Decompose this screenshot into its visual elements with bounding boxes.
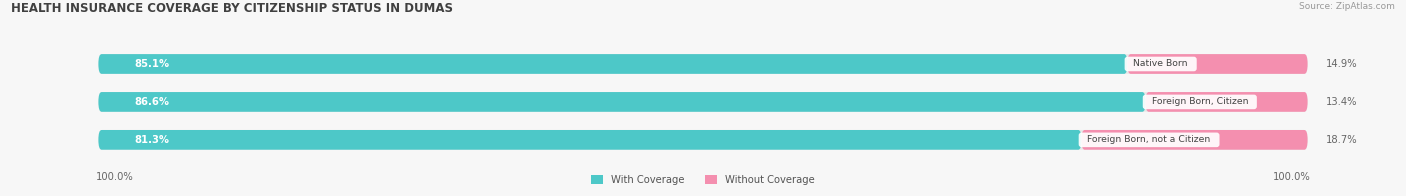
Text: 14.9%: 14.9% [1326,59,1357,69]
Text: 100.0%: 100.0% [1272,172,1310,182]
Text: Source: ZipAtlas.com: Source: ZipAtlas.com [1299,2,1395,11]
Text: HEALTH INSURANCE COVERAGE BY CITIZENSHIP STATUS IN DUMAS: HEALTH INSURANCE COVERAGE BY CITIZENSHIP… [11,2,453,15]
FancyBboxPatch shape [1146,92,1308,112]
Text: 100.0%: 100.0% [96,172,134,182]
Legend: With Coverage, Without Coverage: With Coverage, Without Coverage [588,171,818,189]
FancyBboxPatch shape [98,92,1308,112]
Text: Foreign Born, Citizen: Foreign Born, Citizen [1146,97,1254,106]
FancyBboxPatch shape [98,92,1146,112]
FancyBboxPatch shape [1128,54,1308,74]
FancyBboxPatch shape [98,54,1128,74]
Text: 81.3%: 81.3% [135,135,170,145]
FancyBboxPatch shape [1081,130,1308,150]
Text: Native Born: Native Born [1128,59,1194,68]
FancyBboxPatch shape [98,130,1081,150]
FancyBboxPatch shape [98,130,1308,150]
Text: 85.1%: 85.1% [135,59,170,69]
Text: 13.4%: 13.4% [1326,97,1357,107]
Text: Foreign Born, not a Citizen: Foreign Born, not a Citizen [1081,135,1216,144]
Text: 86.6%: 86.6% [135,97,170,107]
Text: 18.7%: 18.7% [1326,135,1357,145]
FancyBboxPatch shape [98,54,1308,74]
